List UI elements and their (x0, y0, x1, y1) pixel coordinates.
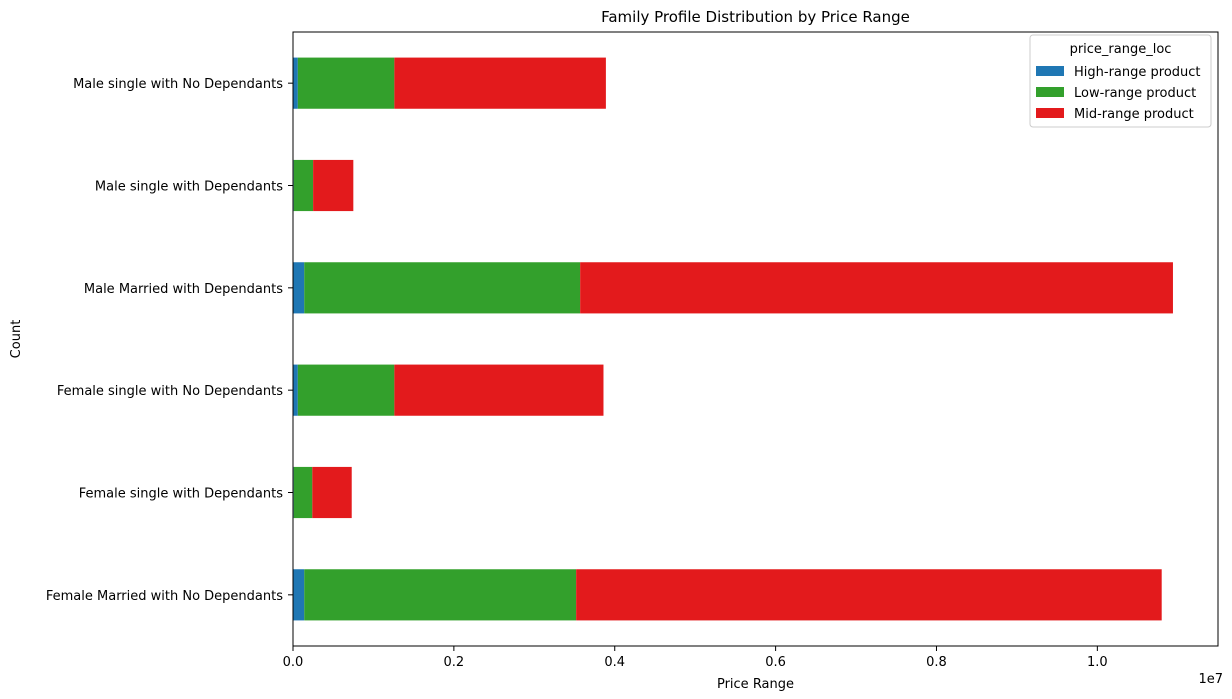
y-tick-label: Male single with Dependants (95, 180, 283, 195)
chart-title: Family Profile Distribution by Price Ran… (601, 8, 910, 26)
legend-box (1029, 34, 1212, 128)
bar-segment-mid-range-product-2 (580, 262, 1173, 314)
legend-title: price_range_loc (1070, 42, 1172, 57)
plot-frame (292, 31, 1219, 647)
bar-segment-mid-range-product-3 (394, 364, 604, 416)
x-tick-label: 0.8 (926, 655, 947, 670)
bar-segment-mid-range-product-4 (312, 466, 352, 519)
legend-swatch (1036, 66, 1064, 76)
x-tick-label: 0.2 (444, 655, 465, 670)
x-tick-label: 1.0 (1087, 655, 1108, 670)
x-tick-label: 0.4 (604, 655, 625, 670)
legend-swatch (1036, 108, 1064, 118)
legend: price_range_loc High-range product Low-ran… (1029, 34, 1212, 128)
bar-segment-high-range-product-5 (293, 569, 305, 621)
bar-segment-low-range-product-4 (293, 466, 313, 519)
bar-segment-mid-range-product-1 (313, 159, 354, 212)
x-axis-title: Price Range (717, 677, 794, 692)
y-tick-label: Male Married with Dependants (84, 282, 283, 297)
bar-segment-low-range-product-1 (293, 159, 314, 212)
x-axis-offset-label: 1e7 (1198, 672, 1223, 687)
y-tick-label: Male single with No Dependants (73, 77, 283, 92)
y-tick-label: Female single with No Dependants (57, 384, 283, 399)
x-tick-label: 0.0 (283, 655, 304, 670)
bar-segment-high-range-product-0 (293, 57, 298, 109)
bars-layer (293, 57, 1173, 621)
bar-segment-low-range-product-2 (304, 262, 581, 314)
axes-layer: 0.0 0.2 0.4 0.6 0.8 1.0 Male single with No De… (46, 31, 1219, 670)
y-axis-title: Count (9, 320, 24, 359)
bar-segment-low-range-product-0 (297, 57, 395, 109)
legend-label: Mid-range product (1074, 107, 1194, 122)
bar-segment-mid-range-product-0 (394, 57, 606, 109)
legend-swatch (1036, 87, 1064, 97)
y-tick-label: Female Married with No Dependants (46, 589, 283, 604)
x-tick-label: 0.6 (765, 655, 786, 670)
legend-label: High-range product (1074, 65, 1201, 80)
legend-label: Low-range product (1074, 86, 1196, 101)
bar-segment-mid-range-product-5 (576, 569, 1162, 621)
bar-segment-high-range-product-3 (293, 364, 298, 416)
bar-segment-high-range-product-2 (293, 262, 305, 314)
bar-segment-low-range-product-5 (304, 569, 577, 621)
bar-segment-low-range-product-3 (297, 364, 395, 416)
y-tick-label: Female single with Dependants (79, 487, 284, 502)
